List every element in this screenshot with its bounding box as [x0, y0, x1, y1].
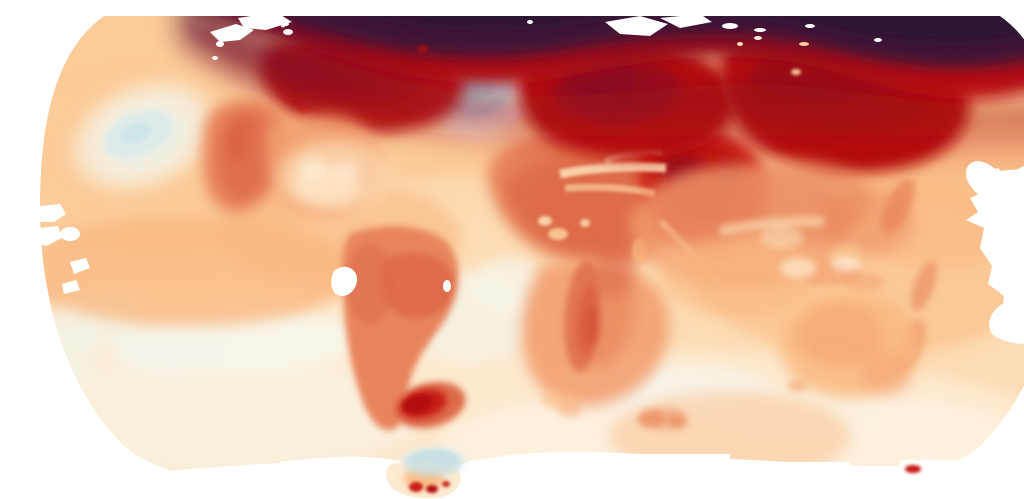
north-pacific-cool-patch: [61, 73, 227, 199]
north-america-pale-area: [278, 140, 394, 212]
map-canvas: [40, 16, 1024, 499]
south-atlantic-orange-streak: [564, 260, 602, 372]
australia-warm-zone: [780, 294, 920, 398]
nodata-mask-regions: [965, 159, 1024, 344]
south-america-nodata-notch: [331, 266, 451, 296]
west-edge-nodata-notches: [40, 204, 90, 294]
southern-ocean-speckles: [542, 380, 807, 430]
south-america-warm-zone: [342, 226, 459, 431]
north-america-orange-tongue: [203, 98, 291, 213]
bottom-right-red-fleck: [905, 465, 921, 473]
arctic-nodata-flecks: [210, 16, 882, 60]
global-temperature-anomaly-figure: [40, 16, 1024, 499]
antarctic-peninsula-visible-strip: [386, 450, 463, 499]
indonesia-archipelago-speckle: [780, 257, 884, 291]
southern-south-america-hotspot: [394, 381, 466, 429]
temperature-anomaly-layer: [40, 16, 1024, 499]
